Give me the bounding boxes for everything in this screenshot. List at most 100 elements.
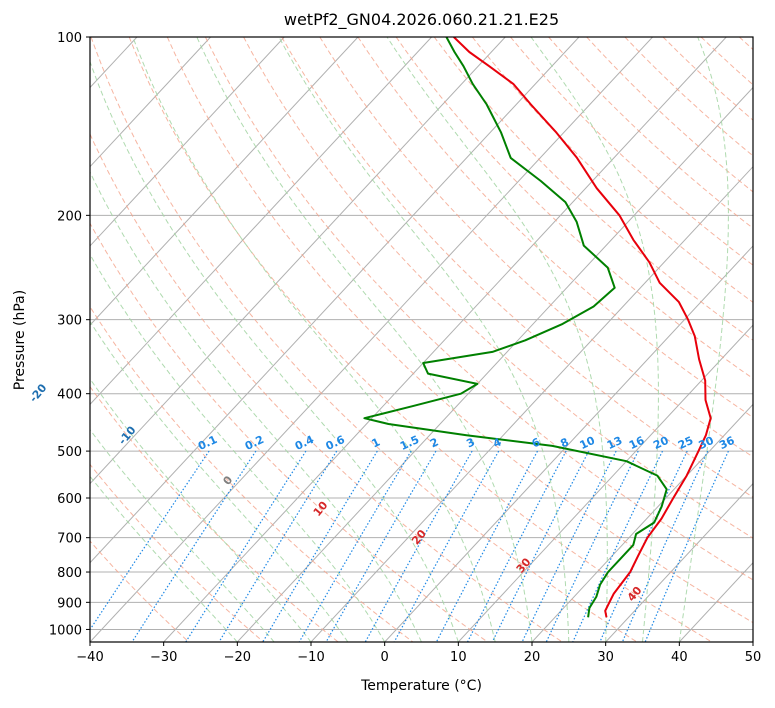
moist-adiabat-line bbox=[530, 37, 659, 642]
y-tick-label: 900 bbox=[57, 596, 82, 611]
isotherm-line bbox=[384, 245, 753, 642]
mixing-ratio-line bbox=[131, 450, 257, 642]
mixing-ratio-label: 1 bbox=[370, 435, 382, 450]
isotherm-line bbox=[90, 37, 432, 406]
dry-adiabat-line bbox=[90, 37, 638, 642]
moist-adiabat-line bbox=[90, 253, 386, 642]
mixing-ratio-line bbox=[521, 450, 617, 642]
dry-adiabat-line bbox=[510, 37, 753, 266]
mixing-ratio-line bbox=[435, 450, 539, 642]
mixing-ratio-line bbox=[644, 450, 729, 642]
mixing-ratio-line bbox=[545, 450, 639, 642]
mixing-ratio-label: 3 bbox=[464, 435, 476, 450]
mixing-ratio-line bbox=[218, 450, 338, 642]
chart-title: wetPf2_GN04.2026.060.21.21.E25 bbox=[283, 10, 560, 29]
mixing-ratio-line bbox=[466, 450, 567, 642]
dry-adiabat-label: -10 bbox=[116, 423, 139, 447]
x-tick-label: 10 bbox=[450, 650, 467, 665]
mixing-ratio-line bbox=[185, 450, 307, 642]
y-tick-label: 500 bbox=[57, 445, 82, 460]
isotherm-line bbox=[163, 37, 727, 642]
isotherm-line bbox=[605, 482, 753, 642]
mixing-ratio-line bbox=[262, 450, 378, 642]
mixing-ratio-label: 0.6 bbox=[324, 433, 347, 453]
dewpoint-profile-line bbox=[363, 37, 668, 618]
mixing-ratio-line bbox=[364, 450, 473, 642]
mixing-ratio-label: 4 bbox=[491, 435, 504, 450]
y-tick-label: 300 bbox=[57, 314, 82, 329]
background-lines bbox=[0, 37, 753, 642]
x-tick-label: −40 bbox=[76, 650, 103, 665]
dry-adiabat-line bbox=[471, 37, 753, 303]
mixing-ratio-label: 0.1 bbox=[196, 433, 219, 453]
isotherm-line bbox=[678, 562, 753, 642]
isotherm-line bbox=[752, 641, 753, 642]
mixing-ratio-label: 1.5 bbox=[398, 433, 421, 453]
mixing-ratio-label: 16 bbox=[627, 434, 647, 452]
x-tick-label: −30 bbox=[150, 650, 177, 665]
x-tick-label: 50 bbox=[745, 650, 762, 665]
dry-adiabat-line bbox=[548, 37, 753, 229]
dry-adiabat-line bbox=[624, 37, 753, 157]
mixing-ratio-line bbox=[298, 450, 412, 642]
y-tick-label: 800 bbox=[57, 566, 82, 581]
mixing-ratio-label: 25 bbox=[676, 434, 695, 452]
plot-frame bbox=[89, 36, 754, 643]
dry-adiabat-line bbox=[90, 132, 563, 642]
mixing-ratio-label: 30 bbox=[697, 434, 717, 452]
mixing-ratio-label: 0.4 bbox=[293, 433, 316, 453]
moist-adiabat-line bbox=[90, 475, 238, 642]
dry-adiabat-line bbox=[90, 540, 190, 642]
dry-adiabat-line bbox=[395, 37, 753, 380]
dry-adiabat-label: 40 bbox=[625, 584, 645, 604]
mixing-ratio-label: 20 bbox=[651, 434, 671, 452]
isotherm-line bbox=[90, 37, 580, 564]
mixing-ratio-line bbox=[572, 450, 664, 642]
dry-adiabat-line bbox=[90, 222, 488, 642]
isotherm-line bbox=[90, 37, 211, 168]
dry-adiabat-line bbox=[586, 37, 753, 193]
y-tick-label: 200 bbox=[57, 209, 82, 224]
x-tick-label: 30 bbox=[597, 650, 614, 665]
x-tick-label: −10 bbox=[297, 650, 324, 665]
x-tick-label: −20 bbox=[224, 650, 251, 665]
dry-adiabat-label: -20 bbox=[27, 381, 50, 405]
dry-adiabat-line bbox=[281, 37, 753, 498]
temperature-profile-line bbox=[453, 37, 712, 618]
dry-adiabat-line bbox=[166, 37, 753, 624]
isotherm-line bbox=[457, 324, 753, 642]
dry-adiabat-label: 30 bbox=[514, 555, 534, 575]
mixing-ratio-line bbox=[393, 450, 500, 642]
mixing-ratio-line bbox=[491, 450, 590, 642]
dry-adiabat-line bbox=[738, 37, 753, 51]
moist-adiabat-line bbox=[386, 37, 608, 642]
dry-adiabat-line bbox=[433, 37, 753, 341]
dry-adiabat-line bbox=[90, 385, 339, 642]
x-axis-label: Temperature (°C) bbox=[361, 678, 482, 694]
moist-adiabat-line bbox=[678, 37, 729, 642]
mixing-ratio-label: 2 bbox=[428, 435, 440, 450]
isotherm-line bbox=[90, 37, 653, 642]
moist-adiabat-line bbox=[90, 170, 422, 642]
y-tick-label: 1000 bbox=[49, 623, 82, 638]
isotherm-line bbox=[0, 37, 63, 642]
y-tick-label: 100 bbox=[57, 31, 82, 46]
mixing-ratio-label: 36 bbox=[717, 434, 737, 452]
x-tick-label: 0 bbox=[381, 650, 389, 665]
moist-adiabat-line bbox=[90, 377, 312, 642]
dry-adiabat-line bbox=[128, 37, 712, 642]
x-tick-label: 20 bbox=[524, 650, 541, 665]
moist-adiabat-line bbox=[278, 37, 570, 642]
isotherm-line bbox=[90, 37, 138, 89]
moist-adiabat-line bbox=[90, 320, 349, 642]
dry-adiabat-line bbox=[204, 37, 753, 581]
moist-adiabat-line bbox=[90, 428, 275, 642]
dry-adiabat-label: 20 bbox=[409, 527, 429, 547]
mixing-ratio-line bbox=[621, 450, 709, 642]
dry-adiabat-line bbox=[700, 37, 753, 86]
y-tick-label: 400 bbox=[57, 388, 82, 403]
isotherm-line bbox=[90, 37, 359, 326]
y-tick-label: 600 bbox=[57, 492, 82, 507]
isotherm-line bbox=[90, 37, 285, 247]
